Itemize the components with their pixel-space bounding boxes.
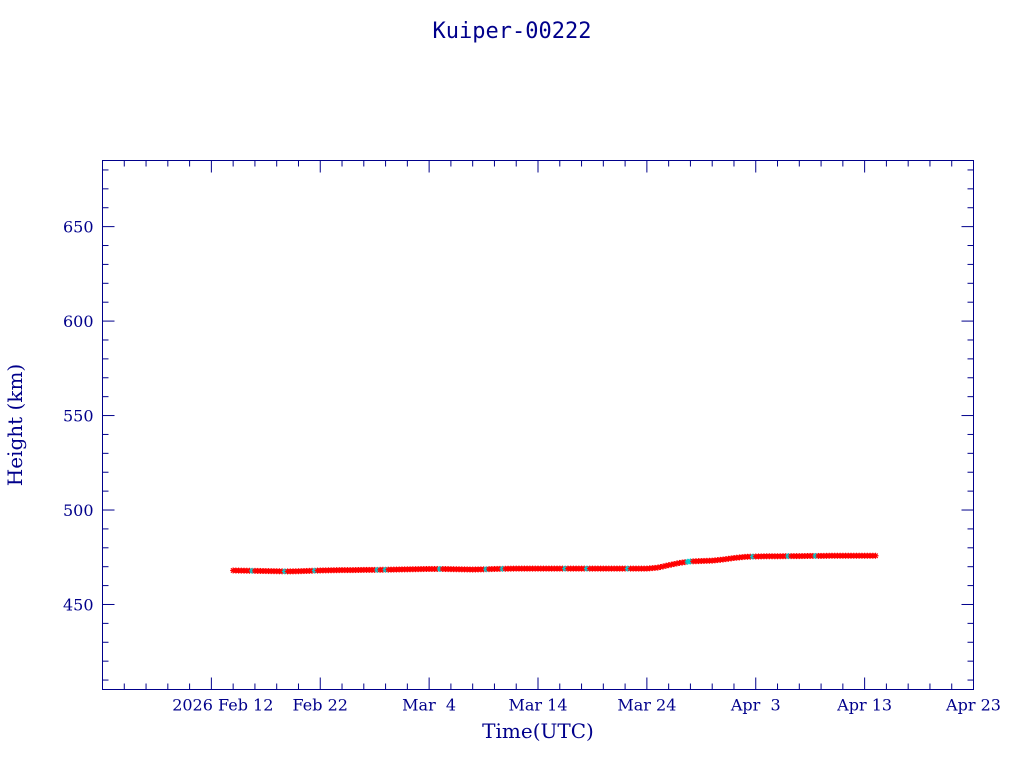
- y-tick-label: 500: [63, 501, 94, 520]
- y-tick-label: 450: [63, 595, 94, 614]
- data-points: [230, 552, 879, 575]
- x-tick-label: Mar 24: [617, 696, 676, 715]
- x-axis-label: Time(UTC): [482, 719, 594, 743]
- x-tick-label: Feb 22: [293, 696, 348, 715]
- y-tick-label: 550: [63, 407, 94, 426]
- plot-frame: [102, 160, 974, 690]
- x-tick-label: 2026 Feb 12: [172, 696, 273, 715]
- x-tick-label: Apr 23: [945, 696, 1001, 715]
- y-tick-labels: 450 500 550 600 650: [63, 218, 94, 615]
- data-point: [872, 552, 879, 559]
- y-axis-label: Height (km): [3, 364, 27, 486]
- y-tick-label: 650: [63, 218, 94, 237]
- x-tick-label: Apr 13: [836, 696, 892, 715]
- x-tick-label: Apr 3: [730, 696, 781, 715]
- tick-marks: [102, 160, 974, 690]
- y-tick-label: 600: [63, 312, 94, 331]
- x-tick-label: Mar 14: [508, 696, 567, 715]
- chart-title: Kuiper-00222: [433, 19, 592, 44]
- x-tick-label: Mar 4: [402, 696, 456, 715]
- x-tick-labels: 2026 Feb 12 Feb 22 Mar 4 Mar 14 Mar 24 Apr 3 A…: [172, 696, 1001, 715]
